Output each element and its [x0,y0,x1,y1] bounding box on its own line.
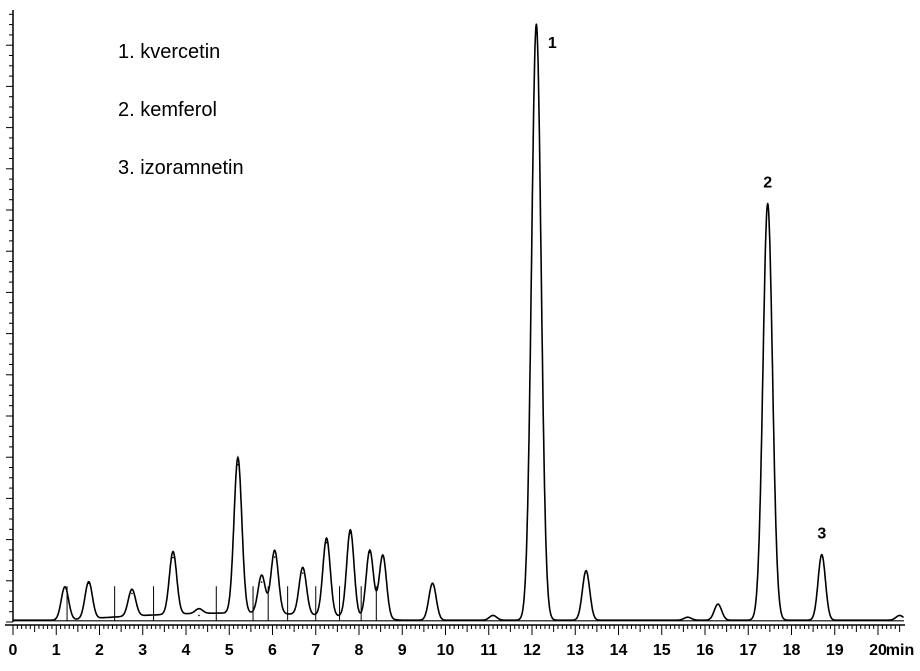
peak-point [301,572,304,574]
peak-labels: 1 2 3 [548,35,826,542]
trace-group [13,23,904,622]
x-tick-label: 16 [696,642,714,659]
peak-point [820,553,823,556]
x-tick-label: 13 [566,642,584,659]
chromatogram-trace [13,24,904,621]
legend-item-1: 1. kvercetin [118,41,221,63]
x-tick-label: 3 [138,642,147,659]
peak-point [87,582,90,585]
x-tick-label: 15 [653,642,671,659]
x-tick-label: 18 [783,642,801,659]
peak-label-2: 2 [763,174,772,191]
peak-point [172,556,174,559]
peak-point [686,616,689,619]
x-tick-label: 1 [52,642,61,659]
x-tick-label: 0 [9,642,18,659]
x-tick-label: 7 [311,642,320,659]
x-tick-label: 20 [869,642,887,659]
peak-point [717,603,719,605]
x-tick-label: 6 [268,642,277,659]
peak-point [198,614,200,617]
legend: 1. kvercetin 2. kemferol 3. izoramnetin [118,40,244,214]
x-tick-label: 4 [182,642,191,659]
x-tick-label: 2 [95,642,104,659]
x-tick-label: 10 [437,642,455,659]
peak-label-3: 3 [817,525,826,542]
peak-point [381,555,384,558]
peak-point [492,614,494,617]
x-unit-label: min [886,642,914,659]
peak-point [64,586,66,588]
x-tick-label: 9 [398,642,407,659]
peak-label-1: 1 [548,35,557,52]
peak-point [535,23,538,26]
peak-point [898,614,901,617]
legend-item-2: 2. kemferol [118,99,217,121]
legend-item-3: 3. izoramnetin [118,157,244,179]
x-tick-label: 12 [523,642,541,659]
peak-point [349,532,352,534]
y-axis [6,10,14,623]
peak-point [237,463,239,466]
x-tick-label: 11 [480,642,497,659]
x-tick-label: 19 [826,642,844,659]
x-tick-label: 8 [355,642,364,659]
x-tick-label: 17 [739,642,757,659]
peak-point [273,556,276,558]
x-tick-label: 5 [225,642,234,659]
peak-point [131,592,133,595]
peak-point [369,551,371,554]
peak-point [766,202,769,205]
peak-point [325,541,328,544]
peak-point [431,582,434,585]
peak-point [585,569,587,572]
peak-point [260,581,263,583]
x-tick-label: 14 [610,642,628,659]
